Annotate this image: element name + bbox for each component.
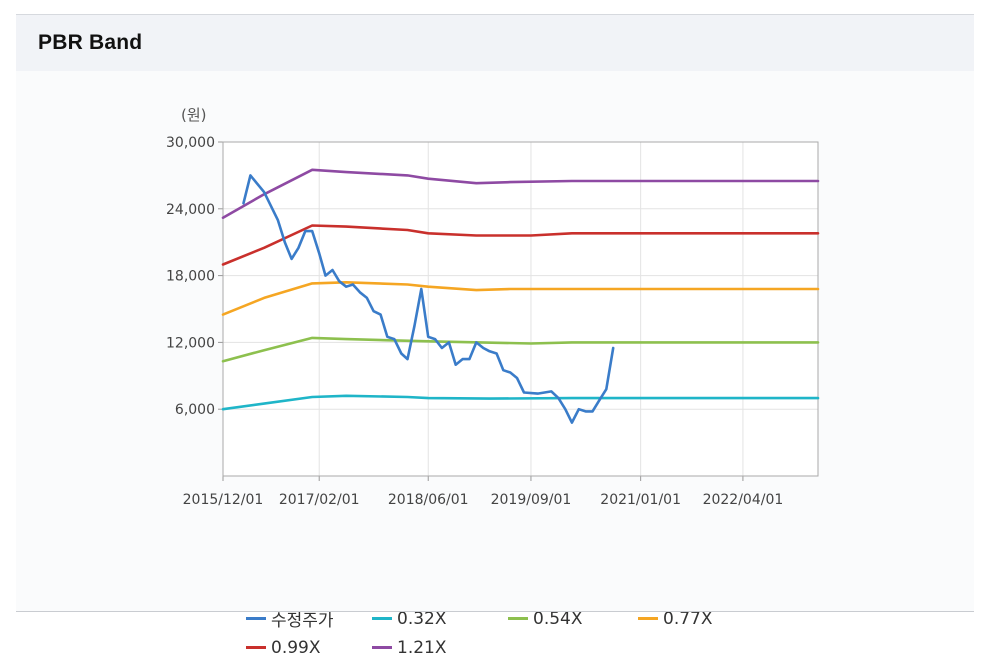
legend-item: 0.99X: [246, 633, 321, 662]
y-tick-label: 12,000: [166, 335, 215, 351]
legend-swatch: [508, 617, 528, 620]
legend-item: 0.77X: [638, 604, 713, 633]
y-tick-label: 24,000: [166, 202, 215, 218]
panel-header: PBR Band: [16, 15, 974, 71]
legend-row: 수정주가 0.32X 0.54X 0.77X: [246, 604, 806, 633]
y-axis-unit-label: (원): [181, 106, 207, 124]
panel-title: PBR Band: [38, 31, 143, 54]
series-line-099X: [221, 224, 820, 266]
y-tick-label: 6,000: [175, 402, 215, 418]
legend-item: 수정주가: [246, 604, 334, 633]
x-tick-label: 2018/06/01: [388, 492, 469, 508]
legend-swatch: [638, 617, 658, 620]
legend-swatch: [246, 617, 266, 620]
y-tick-label: 18,000: [166, 269, 215, 285]
pbr-band-chart: 6,000 12,000 18,000 24,000 30,000 2015/12/01 2…: [166, 106, 820, 508]
bottom-divider: [16, 611, 974, 612]
x-tick-label: 2019/09/01: [491, 492, 572, 508]
legend-item: 1.21X: [372, 633, 447, 662]
x-tick-label: 2017/02/01: [279, 492, 360, 508]
legend-item: 0.32X: [372, 604, 447, 633]
series-line-: [242, 174, 615, 424]
chart-legend: 수정주가 0.32X 0.54X 0.77X 0.99X 1.21X: [246, 604, 806, 662]
top-divider: [16, 14, 974, 15]
x-tick-label: 2022/04/01: [703, 492, 784, 508]
chart-panel: 6,000 12,000 18,000 24,000 30,000 2015/12/01 2…: [16, 71, 974, 658]
legend-swatch: [246, 646, 266, 649]
legend-swatch: [372, 646, 392, 649]
legend-label: 0.99X: [271, 637, 321, 658]
legend-item: 0.54X: [508, 604, 583, 633]
series-line-121X: [221, 168, 820, 219]
series-line-077X: [221, 281, 820, 316]
series-line-054X: [221, 336, 820, 363]
x-tick-label: 2021/01/01: [600, 492, 681, 508]
y-tick-label: 30,000: [166, 135, 215, 151]
plot-frame: [222, 141, 819, 477]
legend-swatch: [372, 617, 392, 620]
legend-label: 1.21X: [397, 637, 447, 658]
series-line-032X: [221, 394, 820, 411]
x-tick-label: 2015/12/01: [183, 492, 264, 508]
plot-area: [223, 142, 818, 476]
legend-label: 수정주가: [271, 611, 334, 631]
legend-row: 0.99X 1.21X: [246, 633, 806, 662]
